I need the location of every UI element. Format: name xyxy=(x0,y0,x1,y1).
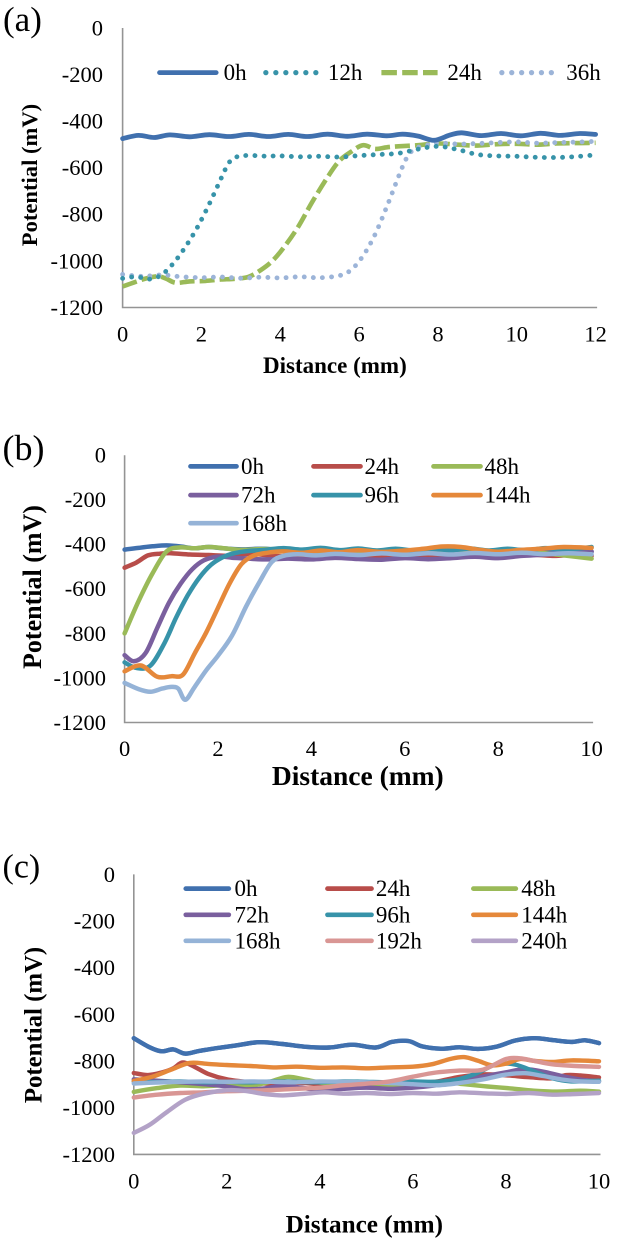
svg-text:(b): (b) xyxy=(3,428,45,468)
svg-text:24h: 24h xyxy=(447,60,482,85)
svg-text:24h: 24h xyxy=(376,876,411,901)
svg-text:-400: -400 xyxy=(74,955,115,980)
svg-text:Potential (mV): Potential (mV) xyxy=(17,104,42,246)
svg-text:0h: 0h xyxy=(241,454,265,479)
svg-text:192h: 192h xyxy=(376,928,423,953)
svg-text:0: 0 xyxy=(92,15,103,40)
svg-text:2: 2 xyxy=(196,321,207,346)
svg-text:36h: 36h xyxy=(566,60,601,85)
svg-text:6: 6 xyxy=(407,1168,418,1193)
svg-text:8: 8 xyxy=(493,736,504,761)
svg-text:2: 2 xyxy=(212,736,223,761)
svg-text:2: 2 xyxy=(221,1168,232,1193)
svg-text:48h: 48h xyxy=(521,876,556,901)
svg-text:-600: -600 xyxy=(65,576,106,601)
svg-text:-400: -400 xyxy=(62,109,103,134)
svg-text:4: 4 xyxy=(306,736,317,761)
svg-text:0h: 0h xyxy=(224,60,248,85)
svg-text:10: 10 xyxy=(580,736,603,761)
svg-text:Distance (mm): Distance (mm) xyxy=(272,760,444,791)
svg-text:0: 0 xyxy=(104,862,115,887)
svg-text:144h: 144h xyxy=(485,483,532,508)
svg-text:168h: 168h xyxy=(241,511,288,536)
svg-text:-1200: -1200 xyxy=(51,295,104,320)
svg-text:6: 6 xyxy=(353,321,364,346)
svg-text:0: 0 xyxy=(119,736,130,761)
svg-text:96h: 96h xyxy=(365,483,400,508)
svg-text:0: 0 xyxy=(95,443,106,468)
svg-text:-600: -600 xyxy=(74,1002,115,1027)
svg-text:48h: 48h xyxy=(485,454,520,479)
svg-text:Potential (mV): Potential (mV) xyxy=(18,505,47,669)
svg-text:6: 6 xyxy=(399,736,410,761)
svg-text:0h: 0h xyxy=(235,876,259,901)
svg-text:-400: -400 xyxy=(65,532,106,557)
svg-text:Potential (mV): Potential (mV) xyxy=(21,947,48,1103)
svg-text:24h: 24h xyxy=(365,454,400,479)
svg-text:12h: 12h xyxy=(328,60,363,85)
svg-text:-600: -600 xyxy=(62,155,103,180)
svg-text:-200: -200 xyxy=(74,909,115,934)
svg-text:-800: -800 xyxy=(65,621,106,646)
svg-text:240h: 240h xyxy=(521,928,568,953)
svg-text:72h: 72h xyxy=(241,483,276,508)
svg-text:10: 10 xyxy=(588,1168,611,1193)
svg-text:0: 0 xyxy=(128,1168,139,1193)
svg-text:-800: -800 xyxy=(62,202,103,227)
svg-text:168h: 168h xyxy=(235,928,282,953)
svg-text:-800: -800 xyxy=(74,1049,115,1074)
svg-text:-1000: -1000 xyxy=(51,248,104,273)
svg-text:Distance (mm): Distance (mm) xyxy=(263,353,407,378)
svg-text:Distance (mm): Distance (mm) xyxy=(286,1211,443,1238)
svg-text:-1200: -1200 xyxy=(63,1142,116,1167)
svg-text:-1000: -1000 xyxy=(63,1095,116,1120)
svg-text:4: 4 xyxy=(275,321,286,346)
svg-text:96h: 96h xyxy=(376,902,411,927)
svg-text:-1000: -1000 xyxy=(54,665,107,690)
svg-text:-200: -200 xyxy=(62,62,103,87)
svg-text:144h: 144h xyxy=(521,902,568,927)
svg-text:12: 12 xyxy=(584,321,607,346)
svg-text:8: 8 xyxy=(500,1168,511,1193)
svg-text:(c): (c) xyxy=(3,849,41,886)
svg-text:-200: -200 xyxy=(65,487,106,512)
svg-text:4: 4 xyxy=(314,1168,325,1193)
svg-text:(a): (a) xyxy=(3,0,42,39)
svg-text:10: 10 xyxy=(506,321,529,346)
svg-text:-1200: -1200 xyxy=(54,710,107,735)
svg-text:0: 0 xyxy=(117,321,128,346)
svg-text:8: 8 xyxy=(432,321,443,346)
svg-text:72h: 72h xyxy=(235,902,270,927)
